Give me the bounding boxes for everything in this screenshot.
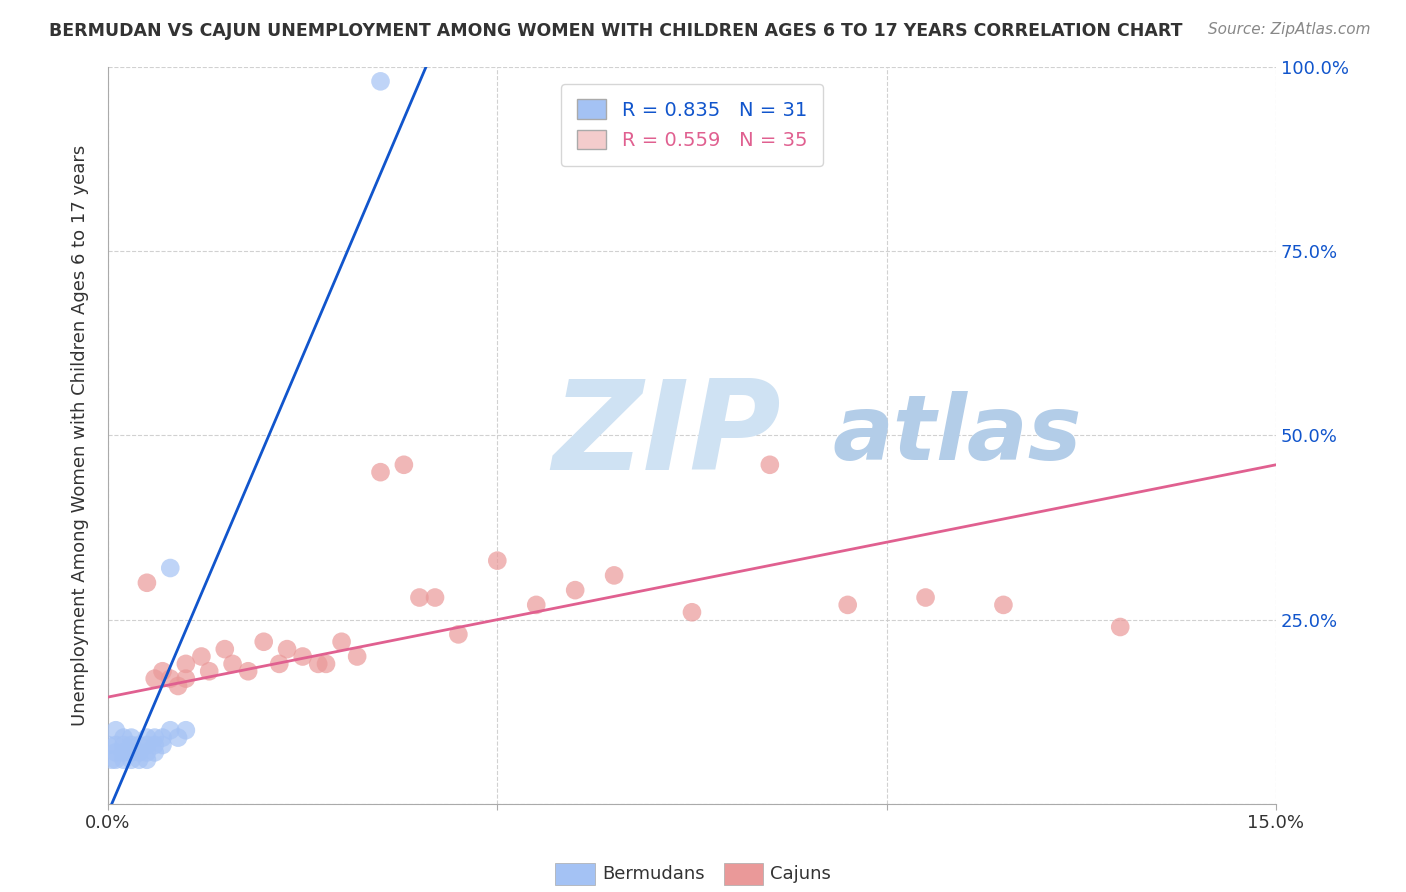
Point: [143, 672, 166, 686]
Legend: R = 0.835   N = 31, R = 0.559   N = 35: R = 0.835 N = 31, R = 0.559 N = 35: [561, 84, 823, 166]
Point: [135, 738, 157, 752]
Point: [120, 753, 142, 767]
Point: [104, 738, 127, 752]
Point: [346, 649, 368, 664]
Point: [112, 731, 135, 745]
Text: atlas: atlas: [832, 392, 1081, 479]
Point: [167, 731, 190, 745]
Point: [159, 723, 181, 738]
Point: [370, 465, 392, 479]
Point: [120, 745, 142, 759]
Point: [120, 738, 142, 752]
Point: [143, 731, 166, 745]
Point: [97, 738, 120, 752]
Point: [128, 753, 150, 767]
Point: [128, 738, 150, 752]
Point: [143, 738, 166, 752]
Point: [315, 657, 337, 671]
Point: [135, 745, 157, 759]
Point: [408, 591, 430, 605]
Point: [214, 642, 236, 657]
Point: [174, 657, 197, 671]
Point: [104, 745, 127, 759]
Point: [603, 568, 626, 582]
Text: Cajuns: Cajuns: [770, 865, 831, 883]
Point: [1109, 620, 1132, 634]
Point: [276, 642, 298, 657]
Point: [486, 554, 509, 568]
Point: [221, 657, 243, 671]
Point: [370, 74, 392, 88]
Point: [152, 665, 174, 679]
Point: [993, 598, 1015, 612]
Point: [392, 458, 415, 472]
Point: [423, 591, 446, 605]
Point: [681, 605, 703, 619]
Point: [104, 753, 127, 767]
Point: [152, 731, 174, 745]
Point: [112, 745, 135, 759]
Point: [112, 738, 135, 752]
Point: [269, 657, 291, 671]
Point: [159, 672, 181, 686]
Point: [837, 598, 859, 612]
Point: [143, 745, 166, 759]
Point: [330, 634, 353, 648]
Point: [152, 738, 174, 752]
Point: [253, 634, 276, 648]
Point: [190, 649, 212, 664]
Text: Source: ZipAtlas.com: Source: ZipAtlas.com: [1208, 22, 1371, 37]
Point: [128, 745, 150, 759]
Point: [104, 723, 127, 738]
Point: [759, 458, 782, 472]
Point: [112, 753, 135, 767]
Point: [174, 723, 197, 738]
Point: [120, 731, 142, 745]
Point: [291, 649, 314, 664]
Point: [447, 627, 470, 641]
Point: [198, 665, 221, 679]
Y-axis label: Unemployment Among Women with Children Ages 6 to 17 years: Unemployment Among Women with Children A…: [72, 145, 89, 726]
Point: [135, 575, 157, 590]
Point: [524, 598, 547, 612]
Point: [167, 679, 190, 693]
Point: [135, 731, 157, 745]
Point: [135, 753, 157, 767]
Point: [564, 583, 586, 598]
Point: [307, 657, 329, 671]
Point: [101, 753, 124, 767]
Point: [914, 591, 936, 605]
Text: ZIP: ZIP: [551, 375, 780, 496]
Text: BERMUDAN VS CAJUN UNEMPLOYMENT AMONG WOMEN WITH CHILDREN AGES 6 TO 17 YEARS CORR: BERMUDAN VS CAJUN UNEMPLOYMENT AMONG WOM…: [49, 22, 1182, 40]
Point: [236, 665, 259, 679]
Text: Bermudans: Bermudans: [602, 865, 704, 883]
Point: [159, 561, 181, 575]
Point: [174, 672, 197, 686]
